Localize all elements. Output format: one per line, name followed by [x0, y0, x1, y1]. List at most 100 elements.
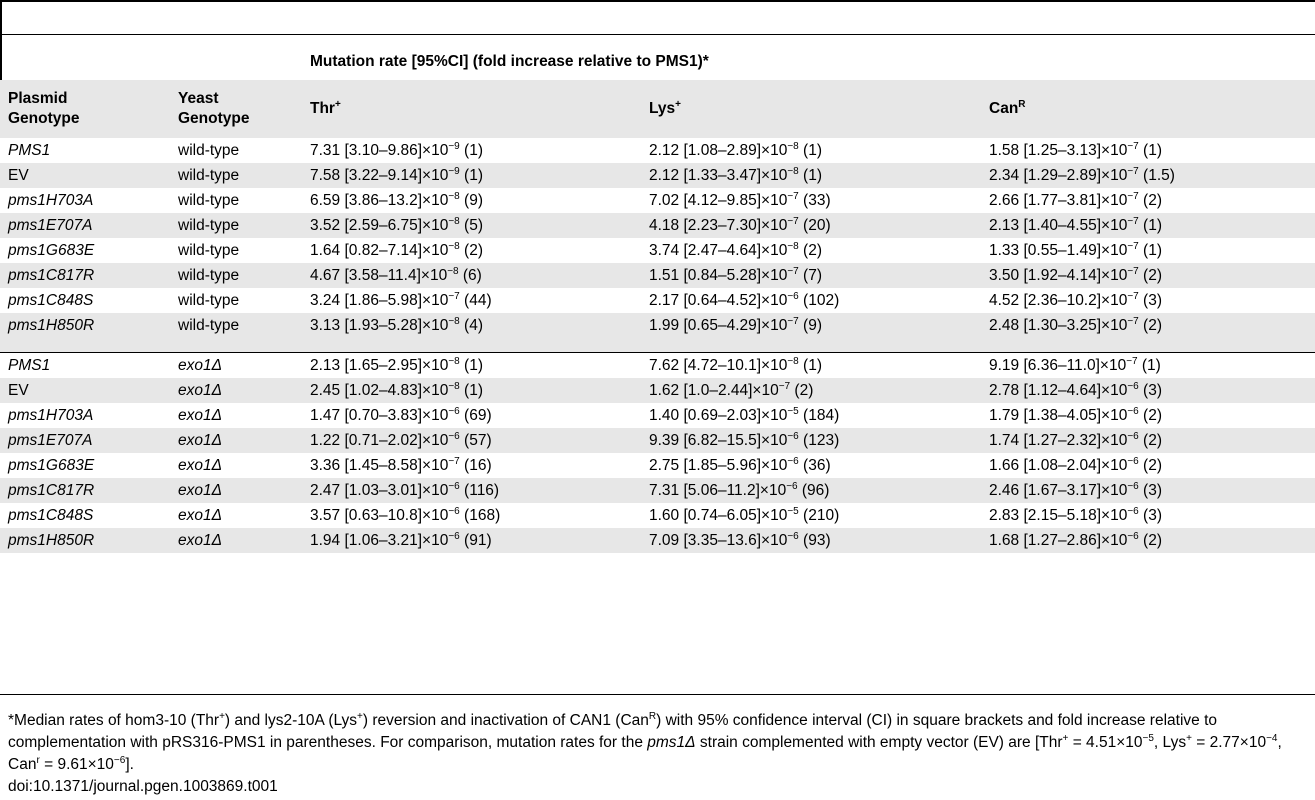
- header-plasmid-genotype: Plasmid Genotype: [0, 80, 170, 138]
- cell-yeast: wild-type: [178, 291, 240, 309]
- cell-yeast: exo1Δ: [178, 506, 223, 524]
- cell-can: 1.33 [0.55–1.49]×10−7 (1): [989, 240, 1162, 259]
- table-row: EV exo1Δ 2.45 [1.02–4.83]×10−8 (1) 1.62 [1.…: [0, 378, 1315, 403]
- cell-lys: 1.99 [0.65–4.29]×10−7 (9): [641, 313, 981, 338]
- cell-can: 2.66 [1.77–3.81]×10−7 (2): [989, 190, 1162, 209]
- cell-plasmid: PMS1: [8, 356, 51, 374]
- cell-lys: 1.60 [0.74–6.05]×10−5 (210): [649, 505, 840, 524]
- cell-can: 2.34 [1.29–2.89]×10−7 (1.5): [981, 163, 1315, 188]
- cell-thr: 3.13 [1.93–5.28]×10−8 (4): [302, 313, 641, 338]
- cell-thr: 1.22 [0.71–2.02]×10−6 (57): [302, 428, 641, 453]
- group-separator: [0, 338, 1315, 353]
- header-thr: Thr+: [302, 80, 641, 138]
- cell-thr: 2.45 [1.02–4.83]×10−8 (1): [302, 378, 641, 403]
- cell-thr: 3.36 [1.45–8.58]×10−7 (16): [310, 455, 492, 474]
- doi-text: doi:10.1371/journal.pgen.1003869.t001: [8, 778, 278, 795]
- cell-plasmid: pms1G683E: [8, 456, 95, 474]
- cell-yeast: wild-type: [178, 191, 240, 209]
- cell-yeast: wild-type: [170, 213, 302, 238]
- cell-plasmid: EV: [0, 378, 170, 403]
- table-row: pms1C848S wild-type 3.24 [1.86–5.98]×10−7 …: [0, 288, 1315, 313]
- cell-can: 1.68 [1.27–2.86]×10−6 (2): [981, 528, 1315, 553]
- table-row: EV wild-type 7.58 [3.22–9.14]×10−9 (1) 2.12…: [0, 163, 1315, 188]
- cell-thr: 7.31 [3.10–9.86]×10−9 (1): [310, 140, 483, 159]
- cell-lys: 1.51 [0.84–5.28]×10−7 (7): [641, 263, 981, 288]
- cell-thr: 3.57 [0.63–10.8]×10−6 (168): [310, 505, 501, 524]
- cell-plasmid: pms1G683E: [8, 241, 95, 259]
- cell-plasmid: pms1H850R: [0, 313, 170, 338]
- cell-lys: 7.62 [4.72–10.1]×10−8 (1): [649, 355, 822, 374]
- table-body: PMS1 wild-type 7.31 [3.10–9.86]×10−9 (1) 2.…: [0, 138, 1315, 553]
- cell-plasmid: pms1E707A: [0, 213, 170, 238]
- cell-can: 2.13 [1.40–4.55]×10−7 (1): [981, 213, 1315, 238]
- table-bottom-rule: [0, 694, 1315, 695]
- cell-lys: 1.40 [0.69–2.03]×10−5 (184): [649, 405, 840, 424]
- table-row: pms1H703A exo1Δ 1.47 [0.70–3.83]×10−6 (69)…: [0, 403, 1315, 428]
- cell-can: 1.66 [1.08–2.04]×10−6 (2): [989, 455, 1162, 474]
- table-row: pms1H850R exo1Δ 1.94 [1.06–3.21]×10−6 (91)…: [0, 528, 1315, 553]
- cell-yeast: wild-type: [170, 163, 302, 188]
- cell-thr: 7.58 [3.22–9.14]×10−9 (1): [302, 163, 641, 188]
- table-row: pms1G683E exo1Δ 3.36 [1.45–8.58]×10−7 (16)…: [0, 453, 1315, 478]
- cell-lys: 2.12 [1.08–2.89]×10−8 (1): [649, 140, 822, 159]
- cell-thr: 1.47 [0.70–3.83]×10−6 (69): [310, 405, 492, 424]
- cell-plasmid: pms1E707A: [0, 428, 170, 453]
- cell-thr: 6.59 [3.86–13.2]×10−8 (9): [310, 190, 483, 209]
- cell-lys: 7.31 [5.06–11.2]×10−6 (96): [641, 478, 981, 503]
- table-row: pms1E707A wild-type 3.52 [2.59–6.75]×10−8 …: [0, 213, 1315, 238]
- cell-lys: 2.12 [1.33–3.47]×10−8 (1): [641, 163, 981, 188]
- table-row: pms1C817R exo1Δ 2.47 [1.03–3.01]×10−6 (116…: [0, 478, 1315, 503]
- cell-can: 2.83 [2.15–5.18]×10−6 (3): [989, 505, 1162, 524]
- cell-yeast: exo1Δ: [170, 528, 302, 553]
- cell-can: 2.46 [1.67–3.17]×10−6 (3): [981, 478, 1315, 503]
- cell-can: 2.78 [1.12–4.64]×10−6 (3): [981, 378, 1315, 403]
- cell-plasmid: pms1C817R: [0, 478, 170, 503]
- cell-thr: 4.67 [3.58–11.4]×10−8 (6): [302, 263, 641, 288]
- table-footnote: *Median rates of hom3-10 (Thr+) and lys2…: [8, 710, 1308, 798]
- cell-thr: 3.24 [1.86–5.98]×10−7 (44): [310, 290, 492, 309]
- cell-lys: 9.39 [6.82–15.5]×10−6 (123): [641, 428, 981, 453]
- top-border: [0, 0, 1315, 2]
- cell-can: 1.58 [1.25–3.13]×10−7 (1): [989, 140, 1162, 159]
- cell-can: 9.19 [6.36–11.0]×10−7 (1): [989, 355, 1161, 374]
- cell-can: 1.74 [1.27–2.32]×10−6 (2): [981, 428, 1315, 453]
- table-row: pms1C848S exo1Δ 3.57 [0.63–10.8]×10−6 (168…: [0, 503, 1315, 528]
- mutation-rate-table: Mutation rate [95%CI] (fold increase rel…: [0, 44, 1315, 553]
- cell-lys: 7.02 [4.12–9.85]×10−7 (33): [649, 190, 831, 209]
- table-row: pms1H850R wild-type 3.13 [1.93–5.28]×10−8 …: [0, 313, 1315, 338]
- cell-yeast: wild-type: [170, 313, 302, 338]
- cell-yeast: exo1Δ: [178, 406, 223, 424]
- cell-lys: 3.74 [2.47–4.64]×10−8 (2): [649, 240, 822, 259]
- cell-yeast: exo1Δ: [170, 428, 302, 453]
- table-row: PMS1 exo1Δ 2.13 [1.65–2.95]×10−8 (1) 7.62 […: [0, 353, 1315, 379]
- cell-can: 4.52 [2.36–10.2]×10−7 (3): [989, 290, 1162, 309]
- table-caption: Mutation rate [95%CI] (fold increase rel…: [310, 53, 709, 70]
- cell-lys: 2.75 [1.85–5.96]×10−6 (36): [649, 455, 831, 474]
- cell-plasmid: pms1H850R: [0, 528, 170, 553]
- cell-plasmid: pms1C848S: [8, 506, 94, 524]
- header-can: CanR: [981, 80, 1315, 138]
- cell-thr: 3.52 [2.59–6.75]×10−8 (5): [302, 213, 641, 238]
- cell-plasmid: pms1C848S: [8, 291, 94, 309]
- cell-lys: 2.17 [0.64–4.52]×10−6 (102): [649, 290, 840, 309]
- cell-plasmid: pms1H703A: [8, 406, 94, 424]
- table-top-rule: [0, 34, 1315, 35]
- table-row: PMS1 wild-type 7.31 [3.10–9.86]×10−9 (1) 2.…: [0, 138, 1315, 163]
- cell-thr: 2.13 [1.65–2.95]×10−8 (1): [310, 355, 483, 374]
- cell-lys: 7.09 [3.35–13.6]×10−6 (93): [641, 528, 981, 553]
- cell-plasmid: pms1C817R: [0, 263, 170, 288]
- cell-can: 3.50 [1.92–4.14]×10−7 (2): [981, 263, 1315, 288]
- cell-plasmid: pms1H703A: [8, 191, 94, 209]
- cell-plasmid: PMS1: [8, 141, 51, 159]
- cell-yeast: wild-type: [178, 241, 240, 259]
- cell-yeast: wild-type: [170, 263, 302, 288]
- table-row: pms1G683E wild-type 1.64 [0.82–7.14]×10−8 …: [0, 238, 1315, 263]
- cell-yeast: wild-type: [178, 141, 240, 159]
- header-lys: Lys+: [641, 80, 981, 138]
- cell-thr: 1.64 [0.82–7.14]×10−8 (2): [310, 240, 483, 259]
- cell-plasmid: EV: [0, 163, 170, 188]
- cell-thr: 1.94 [1.06–3.21]×10−6 (91): [302, 528, 641, 553]
- cell-yeast: exo1Δ: [170, 378, 302, 403]
- left-border: [0, 0, 2, 80]
- cell-lys: 4.18 [2.23–7.30]×10−7 (20): [641, 213, 981, 238]
